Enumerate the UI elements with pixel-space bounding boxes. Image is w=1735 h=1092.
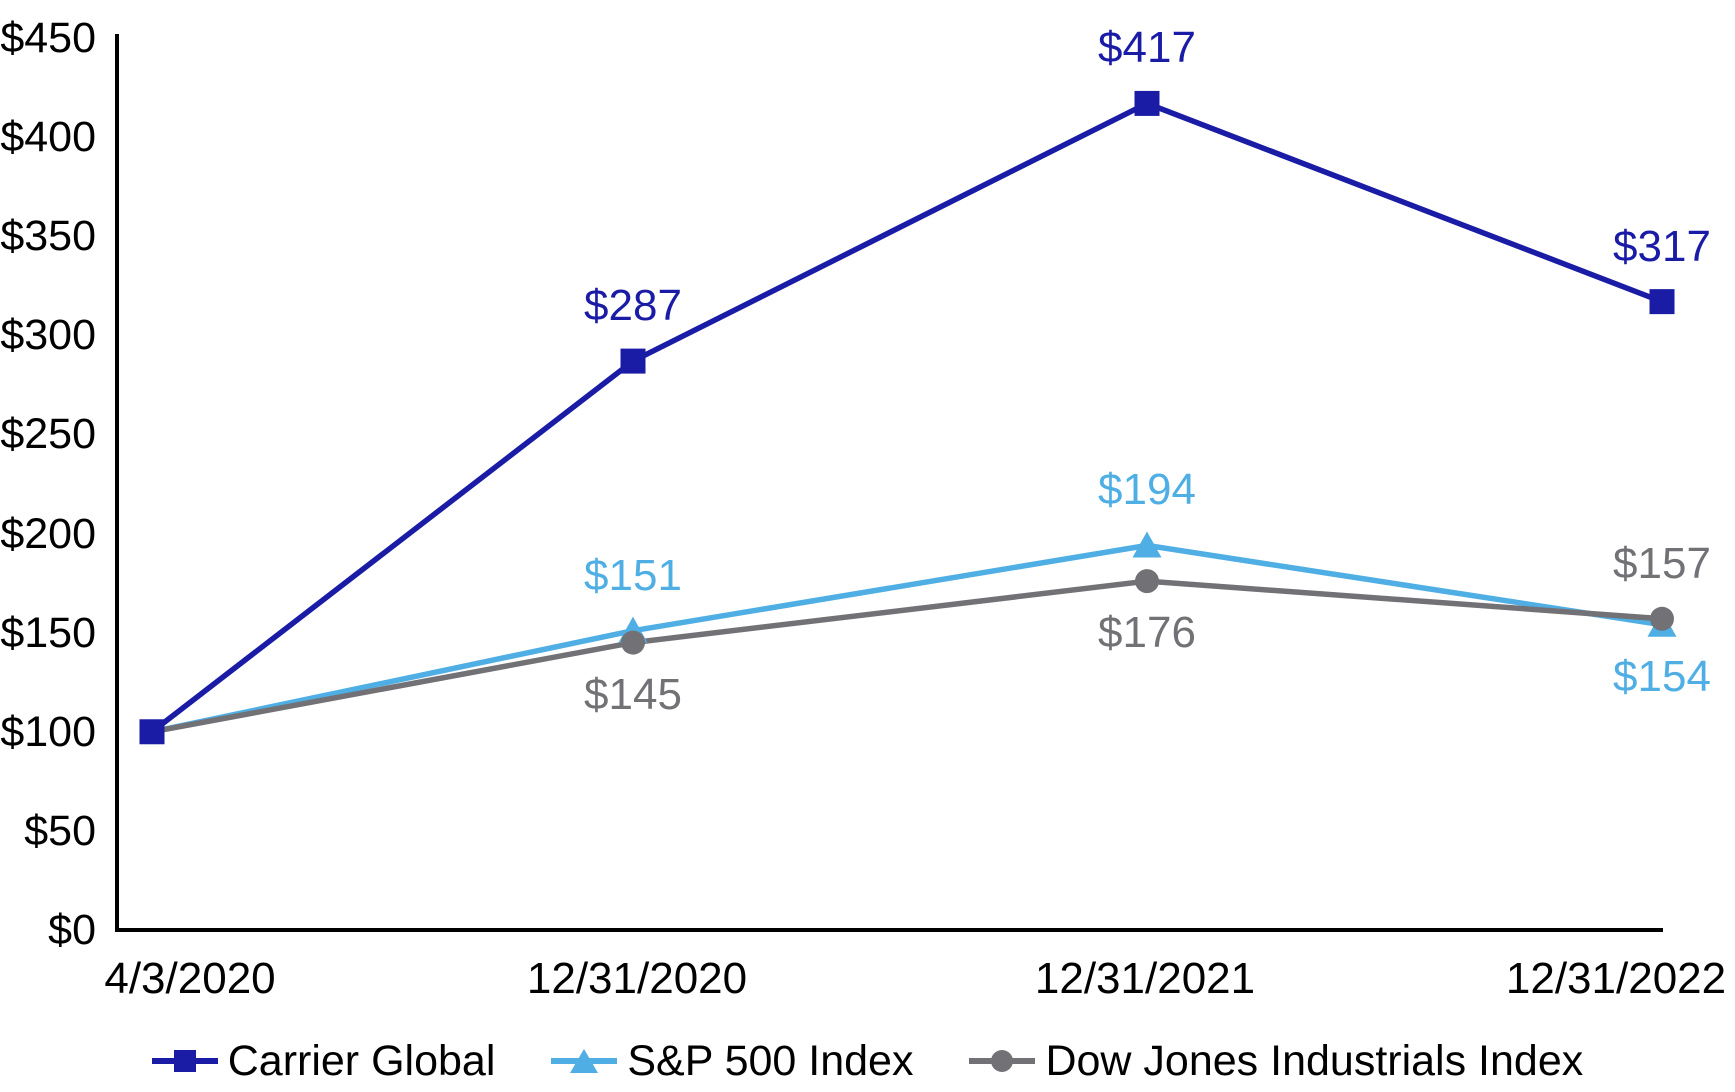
y-axis-tick-label: $150	[0, 608, 96, 657]
data-label-dow-jones-industrials-index: $157	[1613, 538, 1711, 588]
chart-legend: Carrier Global S&P 500 Index Dow Jones Ind…	[0, 1038, 1735, 1084]
y-axis-tick-label: $250	[0, 410, 96, 459]
legend-label: Dow Jones Industrials Index	[1045, 1037, 1584, 1085]
square-marker-carrier-global	[139, 719, 165, 745]
legend-label: S&P 500 Index	[627, 1037, 914, 1085]
y-axis-tick-label: $0	[48, 906, 96, 954]
x-axis-tick-label: 12/31/2022	[1505, 954, 1727, 1003]
legend-label: Carrier Global	[227, 1037, 496, 1085]
legend-item-dow-jones-industrials-index: Dow Jones Industrials Index	[969, 1038, 1583, 1084]
square-marker-carrier-global	[620, 348, 646, 374]
series-line-dow-jones-industrials-index	[149, 578, 1665, 735]
legend-item-s-p-500-index: S&P 500 Index	[551, 1038, 913, 1084]
square-marker-carrier-global	[1134, 90, 1160, 116]
circle-marker-dow-jones-industrials-index	[1135, 569, 1159, 594]
y-axis-tick-label: $400	[0, 113, 96, 162]
data-label-s-p-500-index: $151	[584, 550, 682, 600]
y-axis-tick-label: $50	[24, 806, 96, 855]
data-label-carrier-global: $417	[1098, 23, 1196, 73]
y-axis-tick-label: $450	[0, 14, 96, 62]
circle-marker-dow-jones-industrials-index	[621, 630, 645, 655]
data-label-carrier-global: $317	[1613, 221, 1711, 271]
series-line-carrier-global	[149, 100, 1665, 735]
y-axis-tick-label: $100	[0, 707, 96, 756]
x-axis-tick-label: 12/31/2021	[1034, 954, 1256, 1003]
data-label-dow-jones-industrials-index: $176	[1098, 608, 1196, 658]
legend-item-carrier-global: Carrier Global	[151, 1037, 496, 1085]
y-axis-tick-label: $200	[0, 509, 96, 558]
x-axis-tick-label: 12/31/2020	[526, 954, 748, 1003]
legend-square-icon	[151, 1038, 218, 1084]
legend-triangle-icon	[551, 1038, 618, 1084]
y-axis-tick-label: $350	[0, 212, 96, 261]
legend-circle-icon	[969, 1038, 1036, 1084]
data-label-s-p-500-index: $194	[1098, 465, 1196, 515]
series-line-s-p-500-index	[149, 542, 1665, 735]
circle-marker-dow-jones-industrials-index	[1650, 606, 1674, 631]
data-label-dow-jones-industrials-index: $145	[584, 669, 682, 719]
x-axis-tick-label: 4/3/2020	[104, 954, 276, 1003]
data-label-carrier-global: $287	[584, 281, 682, 331]
y-axis-tick-label: $300	[0, 311, 96, 360]
triangle-marker-s-p-500-index	[1132, 531, 1162, 558]
data-label-s-p-500-index: $154	[1613, 651, 1711, 701]
square-marker-carrier-global	[1649, 289, 1675, 315]
